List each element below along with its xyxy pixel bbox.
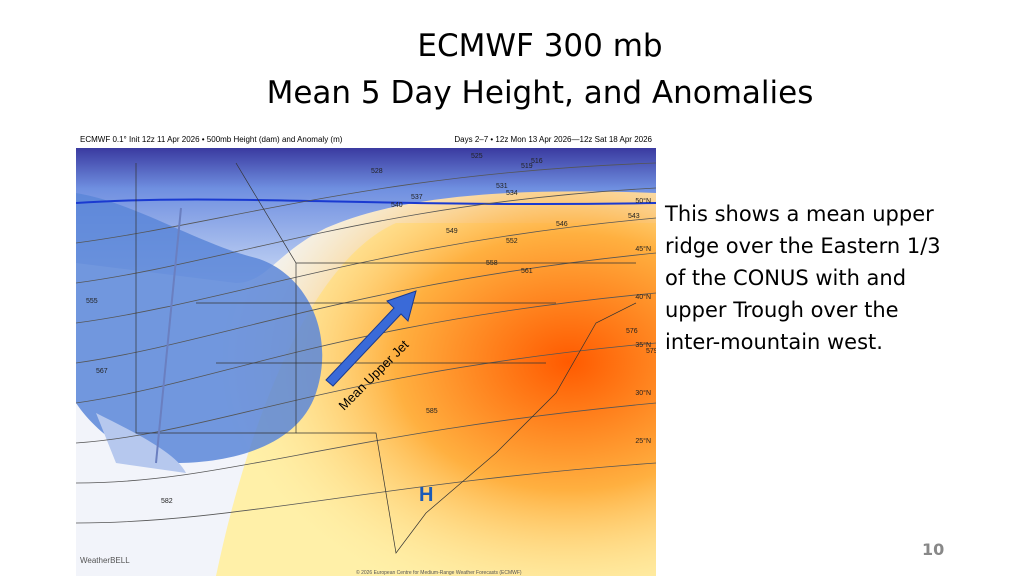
title-line: ECMWF 300 mb (417, 28, 663, 64)
page-number: 10 (922, 540, 945, 559)
contour-label: 546 (556, 221, 568, 228)
contour-label: 585 (426, 408, 438, 415)
contour-label: 543 (628, 213, 640, 220)
contour-label: 579 (646, 348, 656, 355)
weather-map: ECMWF 0.1° Init 12z 11 Apr 2026 • 500mb … (76, 135, 656, 576)
contour-label: 555 (86, 298, 98, 305)
contour-label: 549 (446, 228, 458, 235)
body-line: This shows a mean upper (665, 202, 934, 226)
contour-label: 531 (496, 183, 508, 190)
logo: WeatherBELL (80, 556, 130, 565)
contour-label: 534 (506, 190, 518, 197)
body-line: inter-mountain west. (665, 330, 883, 354)
latitude-label: 30°N (635, 389, 651, 397)
latitude-label: 35°N (635, 341, 651, 349)
contour-label: 561 (521, 268, 533, 275)
contour-label: 567 (96, 368, 108, 375)
body-line: ridge over the Eastern 1/3 (665, 234, 941, 258)
contour-label: 528 (371, 168, 383, 175)
map-header: Days 2–7 • 12z Mon 13 Apr 2026—12z Sat 1… (454, 135, 652, 144)
latitude-label: 45°N (635, 245, 651, 253)
contour-label: 537 (411, 194, 423, 201)
title-line: Mean 5 Day Height, and Anomalies (266, 75, 814, 111)
contour-label: 516 (531, 158, 543, 165)
map-footer: © 2026 European Centre for Medium-Range … (356, 569, 522, 576)
contour-label: 582 (161, 498, 173, 505)
body-line: upper Trough over the (665, 298, 899, 322)
contour-label: 525 (471, 153, 483, 160)
map-header: ECMWF 0.1° Init 12z 11 Apr 2026 • 500mb … (80, 135, 343, 144)
contour-label: 552 (506, 238, 518, 245)
latitude-label: 50°N (635, 197, 651, 205)
body-line: of the CONUS with and (665, 266, 907, 290)
contour-label: 540 (391, 202, 403, 209)
contour-label: 558 (486, 260, 498, 267)
contour-label: 576 (626, 328, 638, 335)
contour-label: 519 (521, 163, 533, 170)
latitude-label: 40°N (635, 293, 651, 301)
body-text: This shows a mean upper ridge over the E… (665, 198, 941, 358)
latitude-label: 25°N (635, 437, 651, 445)
high-label: H (419, 484, 433, 506)
